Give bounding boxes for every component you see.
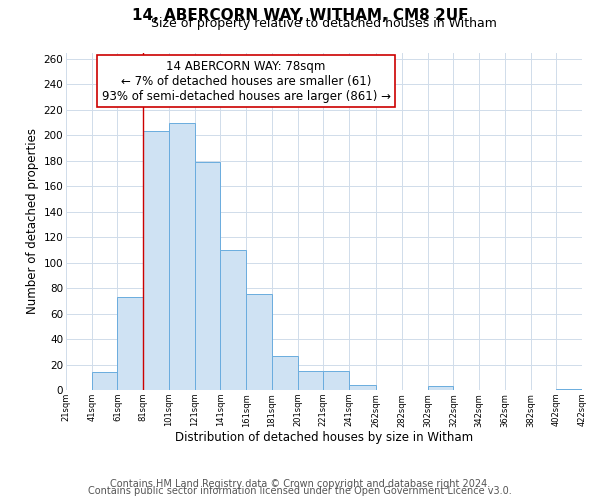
X-axis label: Distribution of detached houses by size in Witham: Distribution of detached houses by size … [175,431,473,444]
Bar [323,371,349,390]
Bar [118,297,143,390]
Bar [143,132,169,390]
Bar [428,386,454,390]
Bar [220,250,246,390]
Bar [194,162,220,390]
Title: Size of property relative to detached houses in Witham: Size of property relative to detached ho… [151,18,497,30]
Text: 14 ABERCORN WAY: 78sqm
← 7% of detached houses are smaller (61)
93% of semi-deta: 14 ABERCORN WAY: 78sqm ← 7% of detached … [101,60,391,102]
Bar [272,356,298,390]
Bar [298,371,323,390]
Bar [246,294,272,390]
Y-axis label: Number of detached properties: Number of detached properties [26,128,40,314]
Text: 14, ABERCORN WAY, WITHAM, CM8 2UF: 14, ABERCORN WAY, WITHAM, CM8 2UF [132,8,468,22]
Bar [92,372,118,390]
Bar [556,388,582,390]
Text: Contains HM Land Registry data © Crown copyright and database right 2024.: Contains HM Land Registry data © Crown c… [110,479,490,489]
Bar [169,122,194,390]
Text: Contains public sector information licensed under the Open Government Licence v3: Contains public sector information licen… [88,486,512,496]
Bar [349,385,376,390]
